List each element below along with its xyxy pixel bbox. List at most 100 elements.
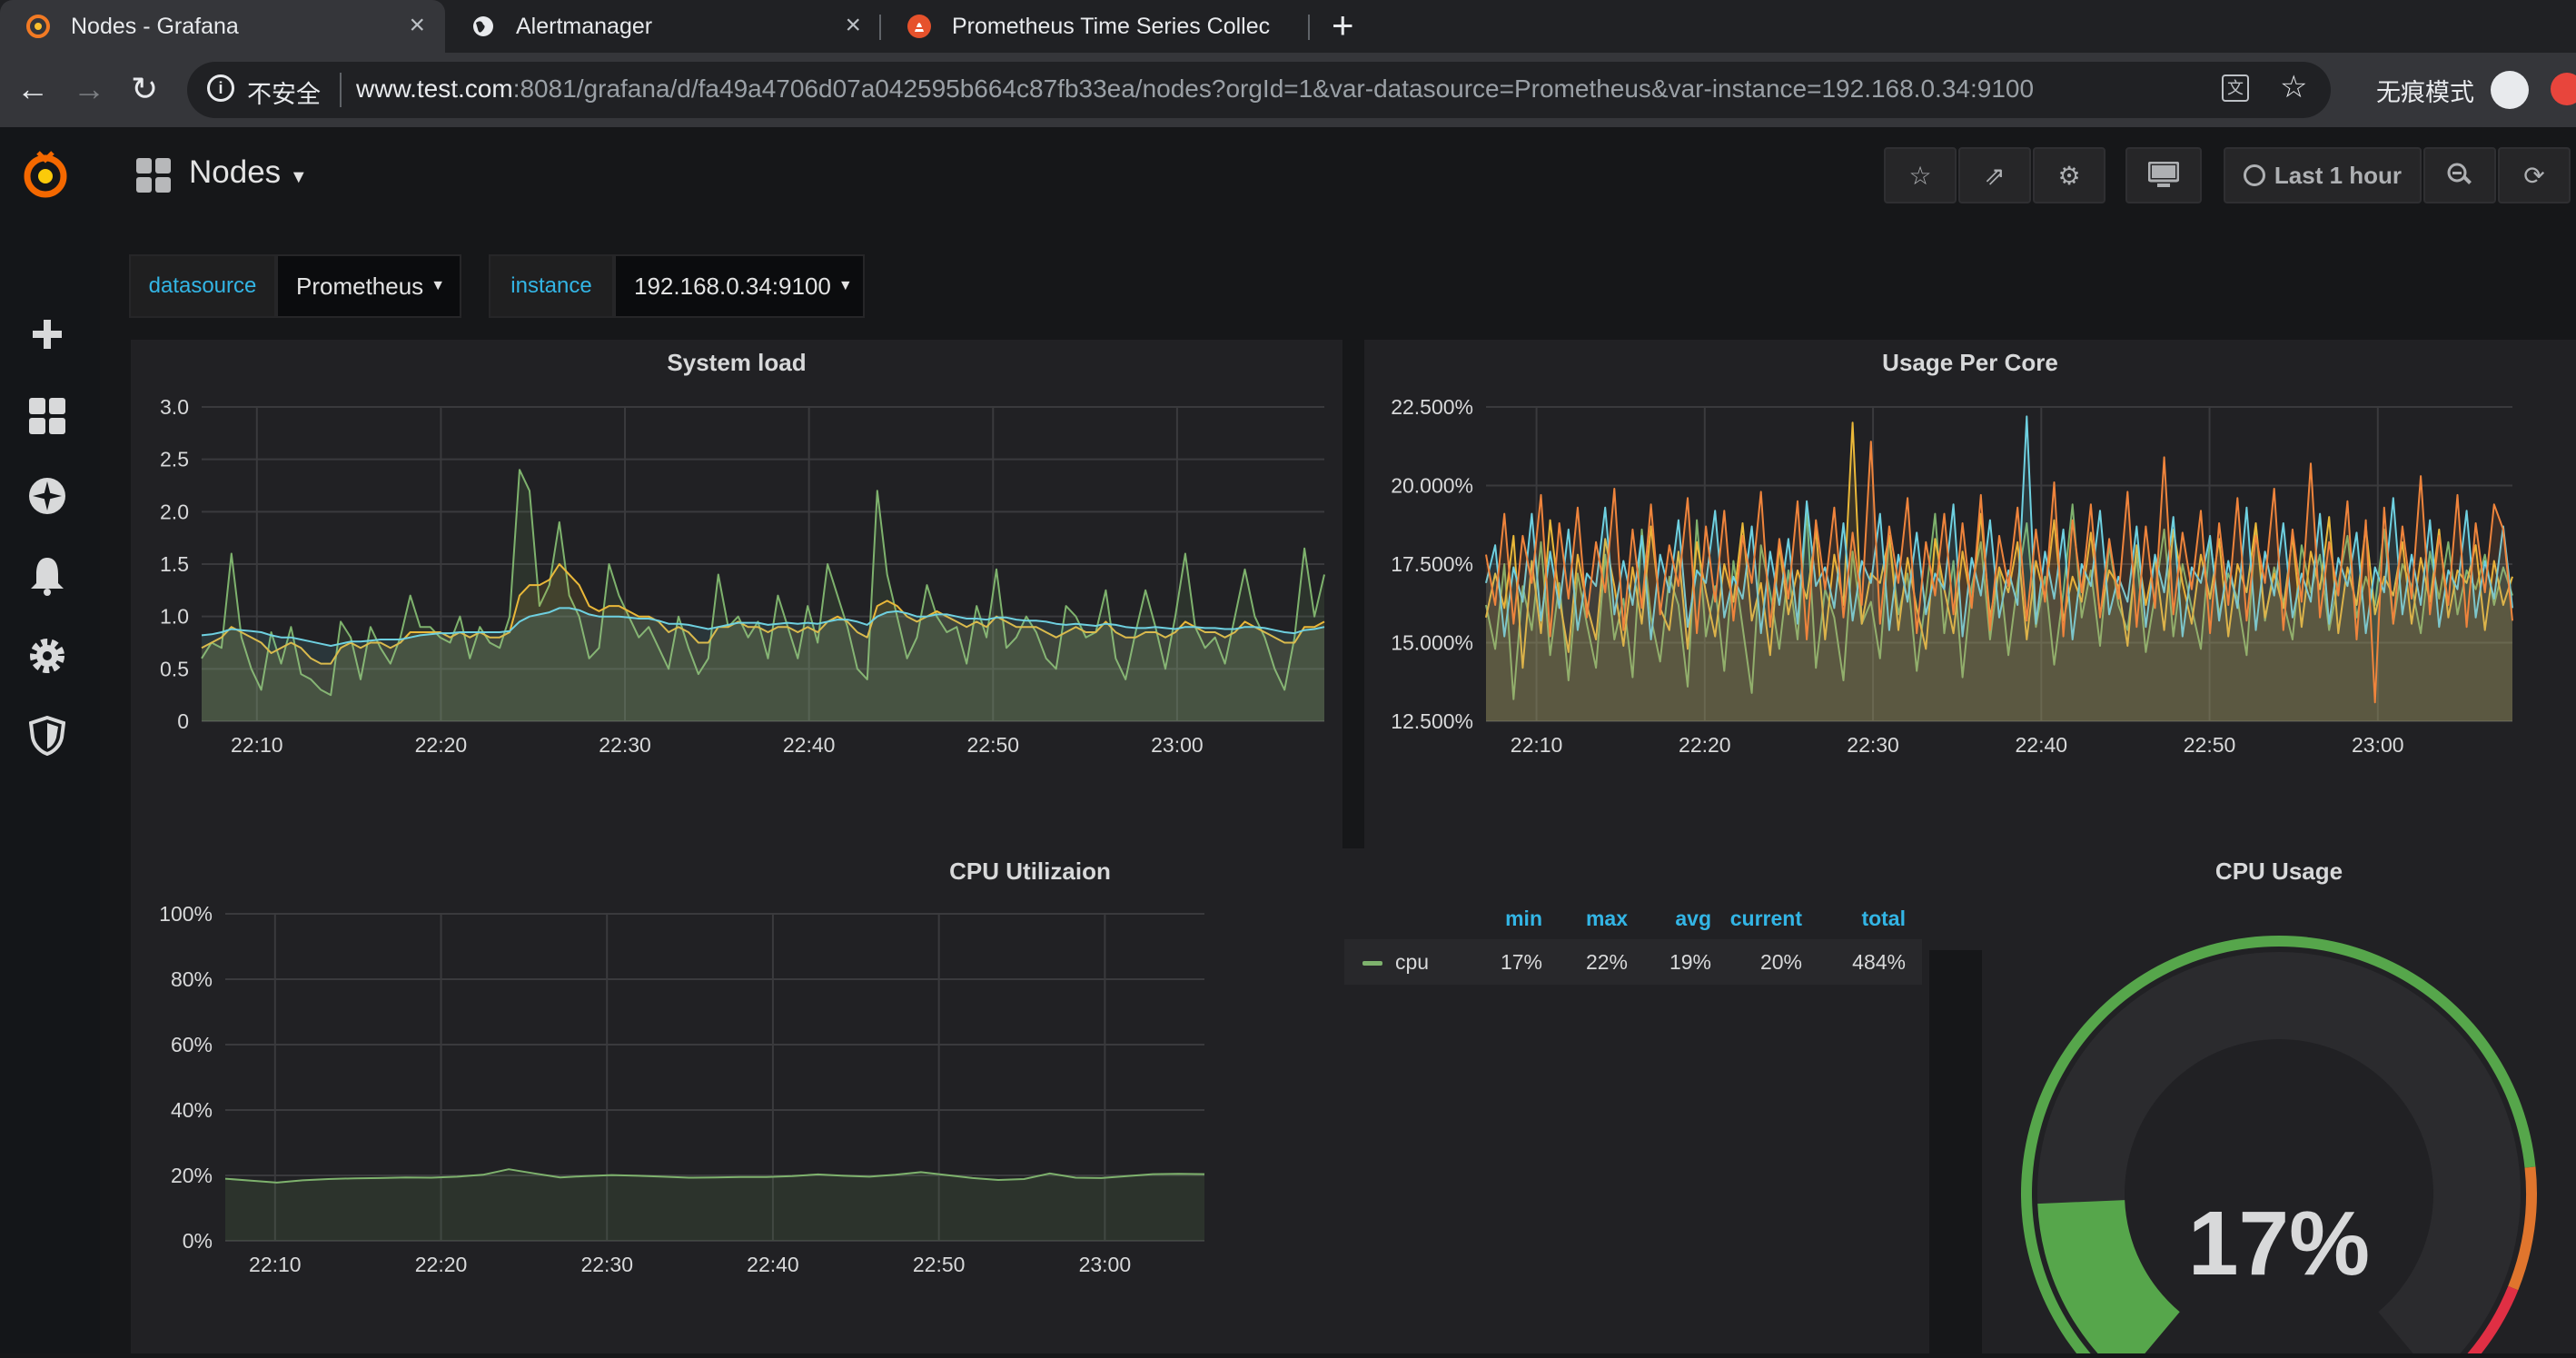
tab-prometheus[interactable]: Prometheus Time Series Collec [881,0,1308,53]
x-tick-label: 22:10 [231,733,283,757]
y-tick-label: 17.500% [1391,552,1473,576]
new-tab-button[interactable]: + [1332,4,1354,46]
clock-icon [2243,164,2265,186]
incognito-label[interactable]: 无痕模式 [2376,79,2474,106]
globe-icon [471,14,496,39]
series-line-cpu [224,1168,1205,1184]
cpu-utilization-chart: 100% 80% 60% 40% 20% 0% 22:10 22:20 22:30 22:40 22… [159,902,1205,1276]
shield-icon[interactable] [25,714,69,758]
legend-header-max[interactable]: max [1585,907,1628,930]
star-icon[interactable]: ☆ [2280,70,2308,104]
monitor-icon [2148,162,2179,187]
time-picker-button[interactable]: Last 1 hour [2224,147,2422,203]
url-path: :8081/grafana/d/fa49a4706d07a042595b664c… [512,74,2035,103]
legend-series-name: cpu [1395,950,1430,974]
x-tick-label: 22:10 [249,1253,302,1276]
info-icon[interactable]: i [207,74,234,102]
datasource-value: Prometheus [296,272,424,300]
tab-alertmanager[interactable]: Alertmanager × [445,0,881,53]
gauge-threshold-red [2463,1285,2519,1358]
explore-icon[interactable] [25,474,69,518]
legend-table: min max avg current total cpu 17% 22% 19… [1344,903,1922,994]
insecure-label[interactable]: 不安全 [247,81,321,108]
y-tick-label: 22.500% [1391,395,1473,419]
url-text[interactable]: www.test.com:8081/grafana/d/fa49a4706d07… [356,74,2034,104]
gauge-threshold-orange [2508,1166,2537,1291]
x-tick-label: 22:20 [415,1253,468,1276]
series-line-load-1m [201,469,1325,697]
back-icon[interactable]: ← [16,70,49,107]
legend-min: 17% [1500,950,1542,974]
series-fill-load-5m [202,564,1324,721]
x-tick-label: 22:30 [580,1253,633,1276]
usage-per-core-chart: 22.500% 20.000% 17.500% 15.000% 12.500% 22:10… [1391,395,2513,925]
zoom-out-button[interactable] [2423,147,2496,203]
gear-icon[interactable] [25,634,69,678]
panel-cpu-usage[interactable]: CPU Usage 17% [1982,848,2576,1358]
legend-avg: 19% [1669,950,1711,974]
reload-icon[interactable]: ↻ [131,70,159,107]
series-fill-2 [1486,416,2512,721]
gauge-value: 17% [2187,1193,2371,1294]
tab-divider [879,15,881,40]
y-tick-label: 2.5 [160,448,189,471]
legend-current: 20% [1759,950,1802,974]
extension-icon[interactable] [2551,73,2576,105]
browser-toolbar: ← → ↻ i 不安全 www.test.com:8081/grafana/d/… [0,53,2576,127]
close-icon[interactable]: × [845,10,861,40]
share-button[interactable]: ⇗ [1958,147,2031,203]
legend-header-total[interactable]: total [1861,907,1906,930]
time-range-label: Last 1 hour [2274,161,2403,189]
grafana-sidemenu [0,127,100,1353]
dashboard-main: Nodes ▼ ☆ ⇗ ⚙ Last 1 hour ⟳ datasource P… [100,127,2576,1358]
bell-icon[interactable] [25,554,69,598]
y-tick-label: 1.5 [160,552,189,576]
translate-icon[interactable]: 文 [2222,74,2249,102]
y-tick-label: 20.000% [1391,474,1473,498]
system-load-chart: 3.0 2.5 2.0 1.5 1.0 0.5 0 22:10 22:20 22:30 22:40 2… [160,395,1325,925]
series-fill-load-15m [202,608,1324,721]
x-tick-label: 22:10 [1511,733,1563,757]
tab-nodes-grafana[interactable]: Nodes - Grafana × [0,0,445,53]
y-tick-label: 1.0 [160,605,189,629]
legend-row[interactable]: cpu 17% 22% 19% 20% 484% [1344,939,1922,985]
dashboard-grid-icon[interactable] [136,158,171,193]
legend-max: 22% [1585,950,1628,974]
datasource-dropdown[interactable]: Prometheus ▼ [276,254,461,318]
forward-icon[interactable]: → [73,70,105,107]
panel-cpu-utilization[interactable]: CPU Utilizaion 100% 80% 60% 40% 20% 0% 22:10 22… [131,848,1929,1353]
legend-total: 484% [1852,950,1906,974]
refresh-button[interactable]: ⟳ [2498,147,2571,203]
y-tick-label: 15.000% [1391,631,1473,655]
dashboard-title[interactable]: Nodes ▼ [189,154,308,191]
incognito-icon[interactable] [2491,71,2529,109]
tab-title: Prometheus Time Series Collec [952,13,1270,39]
series-line-load-15m [201,607,1325,647]
caret-down-icon: ▼ [289,167,308,187]
y-tick-label: 0% [183,1229,213,1253]
browser-tab-strip: Nodes - Grafana × Alertmanager × Prometh… [0,0,2576,53]
settings-button[interactable]: ⚙ [2033,147,2105,203]
legend-header-current[interactable]: current [1729,907,1802,930]
dashboards-icon[interactable] [25,394,69,438]
series-fill-load-1m [202,470,1324,721]
address-bar[interactable]: i 不安全 www.test.com:8081/grafana/d/fa49a4… [187,62,2331,118]
series-line-load-5m [201,563,1325,665]
instance-dropdown[interactable]: 192.168.0.34:9100 ▼ [614,254,865,318]
legend-header-avg[interactable]: avg [1675,907,1711,930]
y-tick-label: 20% [171,1164,213,1187]
legend-header-min[interactable]: min [1505,907,1542,930]
plus-icon[interactable] [25,312,69,356]
y-tick-label: 0 [177,709,189,733]
grafana-logo-icon[interactable] [18,147,73,202]
x-tick-label: 22:30 [1847,733,1899,757]
x-tick-label: 22:30 [599,733,651,757]
x-tick-label: 22:50 [2184,733,2236,757]
x-tick-label: 22:40 [747,1253,799,1276]
x-tick-label: 23:00 [2352,733,2404,757]
tv-mode-button[interactable] [2125,147,2202,203]
close-icon[interactable]: × [409,10,425,40]
star-button[interactable]: ☆ [1884,147,1957,203]
x-tick-label: 22:20 [415,733,468,757]
variable-label-datasource: datasource [129,254,276,318]
